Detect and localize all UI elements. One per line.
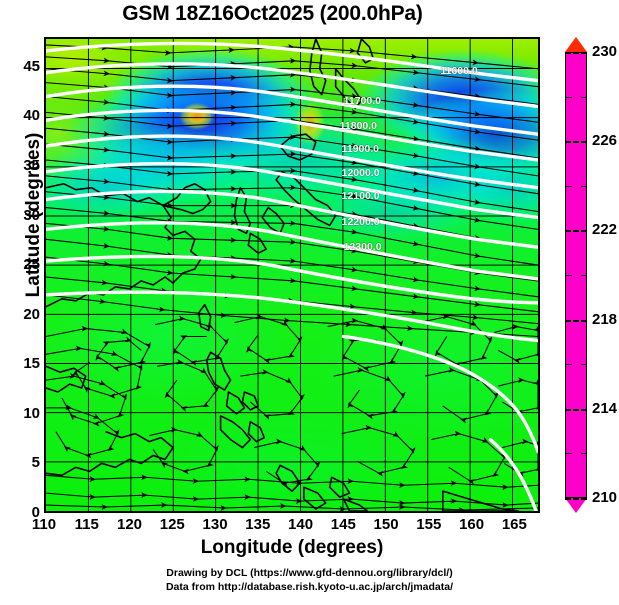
colorbar-minor-tick	[581, 364, 587, 366]
y-axis-ticks: 0 5 10 15 20 25 30 35 40 45	[0, 37, 40, 520]
x-tick-label: 145	[330, 516, 356, 533]
y-tick-label: 35	[23, 156, 40, 174]
y-tick-label: 30	[23, 206, 40, 224]
x-axis-title: Longitude (degrees)	[200, 537, 384, 558]
footer-credits: Drawing by DCL (https://www.gfd-dennou.o…	[0, 566, 619, 594]
y-tick-label: 40	[23, 107, 40, 125]
colorbar-tick	[565, 52, 587, 54]
colorbar-tick	[565, 319, 587, 322]
y-tick-label: 25	[23, 256, 40, 274]
colorbar-tick-label: 226	[592, 132, 618, 150]
colorbar-tick-label: 218	[592, 310, 618, 328]
x-tick-label: 115	[74, 516, 99, 533]
colorbar-minor-tick	[566, 275, 572, 276]
x-tick-label: 135	[245, 516, 271, 533]
colorbar-minor-tick	[566, 453, 572, 455]
x-tick-label: 125	[159, 516, 185, 533]
contour-label: 12300.0	[343, 241, 382, 254]
x-axis-ticks: 110 115 120 125 130 135 140 145 150 155 160 165	[32, 516, 544, 536]
colorbar-minor-tick	[566, 185, 572, 187]
x-tick-label: 110	[31, 516, 57, 533]
page-title: GSM 18Z16Oct2025 (200.0hPa)	[122, 2, 423, 25]
colorbar-tick	[565, 498, 587, 500]
geopotential-height-contours	[46, 41, 538, 511]
colorbar-tick	[565, 141, 587, 144]
colorbar-minor-tick	[581, 185, 587, 187]
colorbar-tick-label: 222	[592, 221, 618, 239]
contour-label-layer: 11600.0 11700.0 11800.0 11900.0 12000.0 12100…	[46, 39, 538, 511]
x-tick-label: 165	[501, 516, 527, 533]
colorbar-minor-tick	[581, 275, 587, 276]
colorbar-gradient	[566, 53, 586, 497]
contour-label: 12200.0	[341, 216, 380, 229]
colorbar-minor-tick	[581, 96, 587, 98]
colorbar-tick-label: 214	[592, 399, 618, 417]
x-tick-label: 155	[416, 516, 442, 533]
x-tick-label: 160	[459, 516, 485, 533]
colorbar-tick	[565, 230, 587, 233]
x-tick-label: 140	[288, 516, 314, 533]
colorbar-minor-tick	[566, 96, 572, 98]
y-tick-label: 0	[31, 504, 40, 521]
footer-line-drawing: Drawing by DCL (https://www.gfd-dennou.o…	[166, 567, 453, 579]
colorbar-extend-bottom-arrow	[565, 498, 587, 513]
colorbar-tick-label: 230	[592, 43, 618, 60]
contour-label: 12000.0	[341, 166, 380, 179]
footer-line-data: Data from http://database.rish.kyoto-u.a…	[165, 581, 454, 593]
y-tick-label: 45	[23, 57, 40, 75]
colorbar-tick	[565, 408, 587, 411]
colorbar-tick-label: 210	[592, 489, 618, 506]
x-tick-label: 130	[202, 516, 228, 533]
colorbar-extend-top-arrow	[565, 37, 587, 52]
contour-label: 12100.0	[341, 190, 380, 203]
y-tick-label: 5	[31, 454, 40, 472]
colorbar-minor-tick	[581, 453, 587, 455]
contour-label: 11800.0	[339, 119, 378, 132]
contour-label: 11700.0	[343, 95, 381, 108]
y-tick-label: 15	[23, 355, 40, 373]
contour-label: 11900.0	[341, 142, 379, 155]
y-tick-label: 20	[23, 305, 40, 323]
map-plot-area: 11600.0 11700.0 11800.0 11900.0 12000.0 12100…	[44, 37, 540, 513]
colorbar: 230 226 222 218 214 210	[562, 37, 619, 513]
colorbar-minor-tick	[566, 364, 572, 366]
x-tick-label: 120	[117, 516, 143, 533]
y-tick-label: 10	[23, 404, 40, 422]
contour-label: 11600.0	[440, 65, 478, 78]
x-tick-label: 150	[373, 516, 399, 533]
